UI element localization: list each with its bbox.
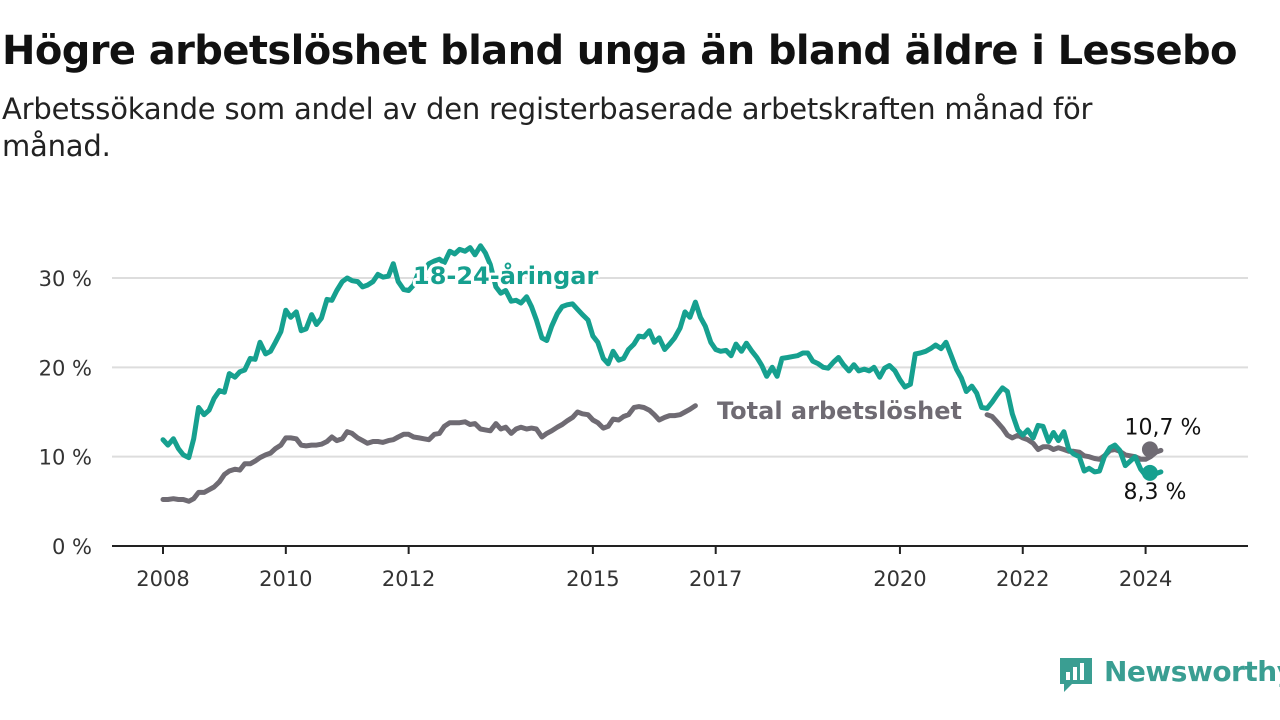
x-tick-label: 2010	[259, 567, 312, 591]
total-series-label: Total arbetslöshet	[717, 397, 962, 425]
x-tick-label: 2024	[1119, 567, 1172, 591]
x-tick-label: 2020	[873, 567, 926, 591]
series-labels: Total arbetslöshet 18-24-åringar 10,7 % 8,3…	[410, 258, 1201, 505]
line-chart: 0 % 10 % 20 % 30 % 2008 2010 2012 2015 2017 2020 2…	[39, 243, 1248, 591]
brand-name: Newsworthy	[1104, 655, 1280, 688]
page-subtitle: Arbetssökande som andel av den registerb…	[2, 92, 1093, 163]
total-series-line	[160, 403, 1164, 504]
grid-lines	[112, 277, 1248, 458]
x-tick-label: 2022	[996, 567, 1049, 591]
page-title: Högre arbetslöshet bland unga än bland ä…	[2, 28, 1238, 74]
y-tick-label: 20 %	[39, 356, 92, 380]
bar-chart-speech-bubble-icon	[1060, 658, 1092, 692]
youth-end-label: 8,3 %	[1123, 480, 1186, 505]
x-tick-label: 2008	[136, 567, 189, 591]
series-lines	[160, 243, 1164, 504]
youth-series-label: 18-24-åringar	[413, 261, 598, 290]
y-tick-label: 10 %	[39, 446, 92, 470]
newsworthy-logo: Newsworthy	[1058, 654, 1280, 694]
x-tick-label: 2017	[689, 567, 742, 591]
axes: 0 % 10 % 20 % 30 % 2008 2010 2012 2015 2017 2020 2…	[39, 267, 1248, 591]
x-tick-label: 2015	[566, 567, 619, 591]
total-end-label: 10,7 %	[1124, 415, 1201, 440]
total-end-point	[1141, 441, 1158, 458]
x-tick-label: 2012	[382, 567, 435, 591]
youth-series-line	[160, 243, 1164, 481]
y-tick-label: 0 %	[52, 535, 92, 559]
y-tick-label: 30 %	[39, 267, 92, 291]
youth-end-point	[1141, 464, 1158, 481]
